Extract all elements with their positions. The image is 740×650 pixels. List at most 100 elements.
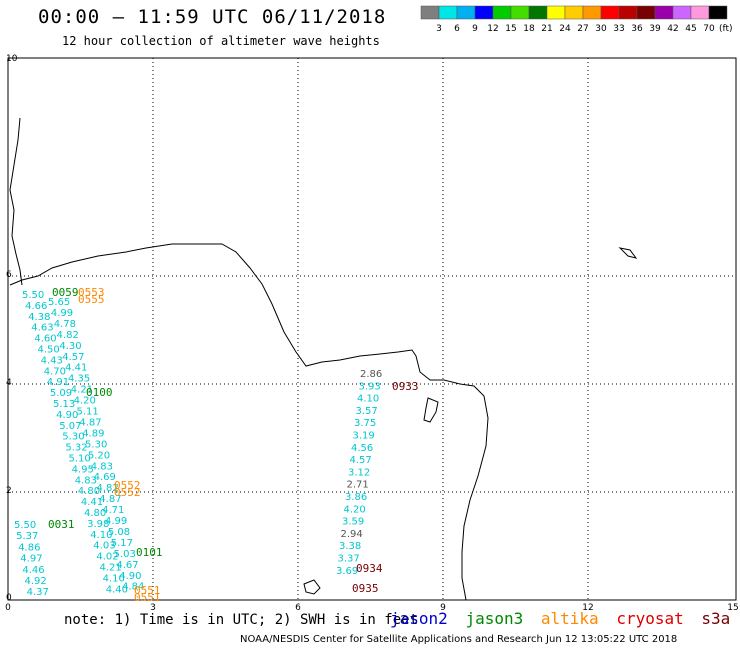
wave-height-label: 4.38 xyxy=(28,312,50,323)
sat-jason3: jason3 xyxy=(465,609,524,628)
axis-labels: 0 3 6 9 12 15 10 6 4 2 0 xyxy=(5,54,739,610)
color-scale-legend: 3 6 9 12 15 18 21 24 27 30 33 36 39 42 45 70 (ft) xyxy=(420,5,733,34)
wave-height-label: 5.10 xyxy=(69,454,91,465)
wave-height-label: 3.57 xyxy=(356,406,378,417)
x-tick-label: 12 xyxy=(582,603,593,610)
color-scale-label: 21 xyxy=(541,24,552,34)
pass-time-label: 0935 xyxy=(352,582,379,595)
pass-time-label: 0059 xyxy=(52,286,79,299)
wave-height-label: 4.92 xyxy=(25,576,47,587)
y-tick-label: 0 xyxy=(6,593,12,603)
wave-height-label: 5.30 xyxy=(62,432,84,443)
color-scale-label: 24 xyxy=(559,24,571,34)
wave-height-label: 5.20 xyxy=(88,450,110,461)
wave-height-label: 4.56 xyxy=(351,443,373,454)
color-scale-label: 42 xyxy=(667,24,678,34)
y-tick-label: 4 xyxy=(6,378,12,388)
color-scale-label: 30 xyxy=(595,24,607,34)
wave-height-label: 5.65 xyxy=(48,297,70,308)
wave-height-label: 3.93 xyxy=(359,381,381,392)
color-scale-label: 18 xyxy=(523,24,535,34)
wave-height-label: 4.91 xyxy=(47,377,69,388)
color-scale-label: 3 xyxy=(436,24,442,34)
wave-track-east: 2.863.93 4.103.573.75 3.194.564.573.12 2.71… xyxy=(336,369,382,577)
wave-height-label: 4.03 xyxy=(93,541,115,552)
pass-time-label: 0100 xyxy=(86,386,113,399)
pass-time-label: 0552 xyxy=(114,479,141,492)
color-scale-label: 12 xyxy=(487,24,498,34)
map-grid xyxy=(8,58,736,600)
pass-time-label: 0551 xyxy=(134,591,161,604)
wave-height-label: 5.50 xyxy=(22,290,44,301)
wave-height-label: 4.20 xyxy=(74,396,96,407)
wave-height-label: 4.83 xyxy=(91,461,113,472)
wave-height-label: 4.80 xyxy=(78,486,100,497)
wave-track-west-c: 5.505.374.864.974.464.924.37 xyxy=(14,520,49,598)
island-east xyxy=(423,397,439,423)
credit-line: NOAA/NESDIS Center for Satellite Applica… xyxy=(240,634,678,645)
wave-height-label: 4.21 xyxy=(71,385,93,396)
wave-height-label: 4.60 xyxy=(34,334,56,345)
wave-height-label: 4.87 xyxy=(99,494,121,505)
wave-height-label: 4.83 xyxy=(75,475,97,486)
color-scale-label: 70 xyxy=(703,24,715,34)
x-tick-label: 9 xyxy=(440,603,446,610)
pass-time-label: 0031 xyxy=(48,518,75,531)
wave-height-label: 4.95 xyxy=(72,464,94,475)
wave-height-label: 4.82 xyxy=(96,483,118,494)
wave-height-label: 5.08 xyxy=(108,527,130,538)
pass-time-label: 0934 xyxy=(356,562,383,575)
wave-height-label: 4.50 xyxy=(38,345,60,356)
wave-track-west-b: 5.654.994.784.824.304.574.414.354.214.20… xyxy=(48,297,144,593)
pass-time-label: 0552 xyxy=(114,486,141,499)
wave-height-label: 3.59 xyxy=(342,517,364,528)
wave-height-label: 4.41 xyxy=(65,363,87,374)
wave-height-label: 4.78 xyxy=(54,319,76,330)
wave-height-label: 4.35 xyxy=(68,374,90,385)
x-tick-label: 15 xyxy=(727,603,738,610)
color-scale-label: 6 xyxy=(454,24,460,34)
sat-s3a: s3a xyxy=(701,609,731,628)
color-scale-label: 9 xyxy=(472,24,478,34)
wave-height-label: 4.86 xyxy=(18,542,40,553)
wave-height-label: 4.21 xyxy=(100,563,122,574)
pass-time-label: 0553 xyxy=(78,286,105,299)
wave-height-label: 2.71 xyxy=(347,480,369,491)
wave-height-label: 2.86 xyxy=(360,369,382,380)
wave-height-label: 5.03 xyxy=(114,549,136,560)
wave-height-label: 4.66 xyxy=(25,301,47,312)
wave-height-label: 4.67 xyxy=(116,560,138,571)
wave-height-label: 3.69 xyxy=(336,566,358,577)
wave-height-label: 4.80 xyxy=(84,508,106,519)
y-tick-label: 10 xyxy=(6,54,18,64)
pass-time-label: 0551 xyxy=(134,584,161,597)
wave-height-label: 4.10 xyxy=(90,530,112,541)
wave-height-label: 4.90 xyxy=(56,410,78,421)
wave-height-label: 4.89 xyxy=(82,428,104,439)
wave-height-label: 4.41 xyxy=(81,497,103,508)
island-south xyxy=(303,579,321,595)
wave-height-label: 4.57 xyxy=(350,455,372,466)
wave-track-west-a: 5.504.664.384.634.604.504.434.704.915.09… xyxy=(22,290,128,595)
wave-height-label: 5.07 xyxy=(59,421,81,432)
wave-height-label: 4.90 xyxy=(119,571,141,582)
page-subtitle: 12 hour collection of altimeter wave hei… xyxy=(62,34,380,48)
wave-height-label: 4.87 xyxy=(79,417,101,428)
wave-height-label: 4.97 xyxy=(20,554,42,565)
wave-height-label: 5.11 xyxy=(77,407,99,418)
wave-height-label: 4.99 xyxy=(105,516,127,527)
x-tick-label: 6 xyxy=(295,603,301,610)
wave-height-label: 3.86 xyxy=(345,492,367,503)
wave-height-label: 4.46 xyxy=(22,565,44,576)
wave-height-label: 4.02 xyxy=(96,552,118,563)
map-frame xyxy=(7,57,737,601)
color-scale-label: 36 xyxy=(631,24,643,34)
wave-height-label: 4.70 xyxy=(44,366,66,377)
wave-height-label: 3.12 xyxy=(348,467,370,478)
wave-height-label: 5.13 xyxy=(53,399,75,410)
wave-height-label: 5.32 xyxy=(65,443,87,454)
wave-height-label: 4.30 xyxy=(59,341,81,352)
pass-time-label: 0101 xyxy=(136,546,163,559)
page-title: 00:00 – 11:59 UTC 06/11/2018 xyxy=(38,6,387,28)
wave-height-label: 4.20 xyxy=(344,504,366,515)
